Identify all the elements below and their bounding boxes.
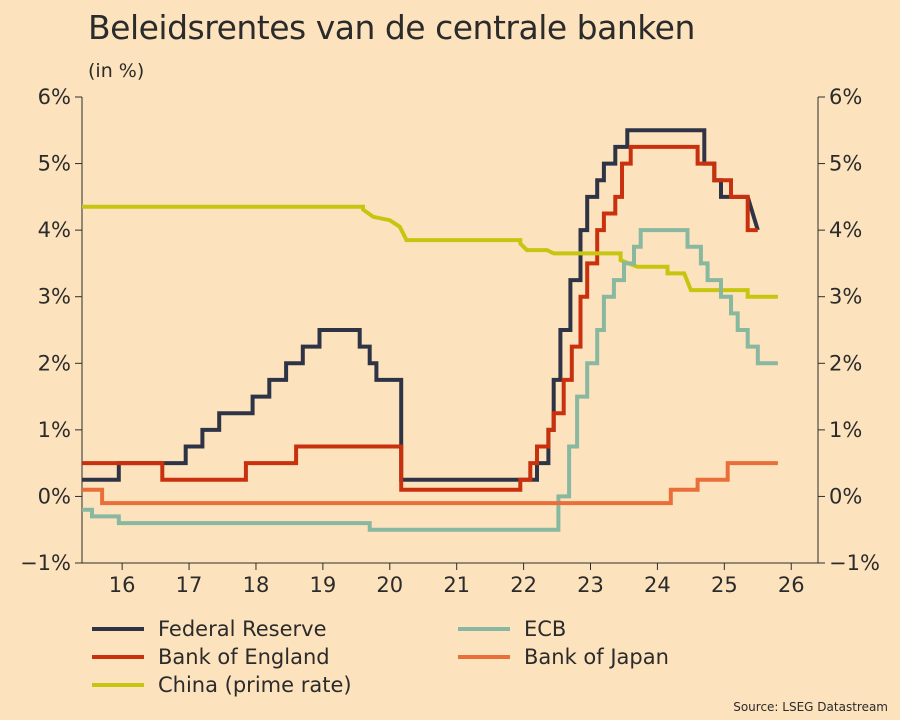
y-tick-label-left: 1% (38, 418, 71, 442)
y-tick-label-right: 5% (829, 152, 862, 176)
y-tick-label-right: 1% (829, 418, 862, 442)
x-tick-label: 17 (176, 573, 203, 597)
x-tick-label: 24 (644, 573, 671, 597)
y-tick-label-left: 3% (38, 285, 71, 309)
y-tick-label-right: 4% (829, 218, 862, 242)
x-tick-label: 20 (376, 573, 403, 597)
y-tick-label-left: 6% (38, 85, 71, 109)
x-tick-label: 25 (711, 573, 738, 597)
x-tick-label: 26 (778, 573, 805, 597)
y-tick-label-left: −1% (20, 551, 71, 575)
chart-title: Beleidsrentes van de centrale banken (88, 8, 695, 47)
x-tick-label: 23 (577, 573, 604, 597)
y-tick-label-right: 0% (829, 484, 862, 508)
y-tick-label-left: 2% (38, 351, 71, 375)
series-line-ecb (82, 228, 778, 532)
chart-subtitle: (in %) (88, 60, 145, 82)
x-tick-label: 22 (510, 573, 537, 597)
x-tick-label: 21 (443, 573, 470, 597)
x-tick-label: 18 (243, 573, 270, 597)
y-tick-label-right: −1% (829, 551, 880, 575)
series-line-federal-reserve (82, 128, 760, 482)
source-note: Source: LSEG Datastream (733, 700, 888, 714)
x-tick-label: 19 (310, 573, 337, 597)
x-tick-label: 16 (109, 573, 136, 597)
series-line-bank-of-england (82, 144, 758, 492)
y-tick-label-left: 0% (38, 484, 71, 508)
y-tick-label-right: 3% (829, 285, 862, 309)
y-tick-label-right: 6% (829, 85, 862, 109)
series-line-bank-of-japan (82, 461, 778, 506)
y-tick-label-right: 2% (829, 351, 862, 375)
y-tick-label-left: 5% (38, 152, 71, 176)
y-tick-label-left: 4% (38, 218, 71, 242)
series-line-china-prime-rate (82, 204, 778, 299)
